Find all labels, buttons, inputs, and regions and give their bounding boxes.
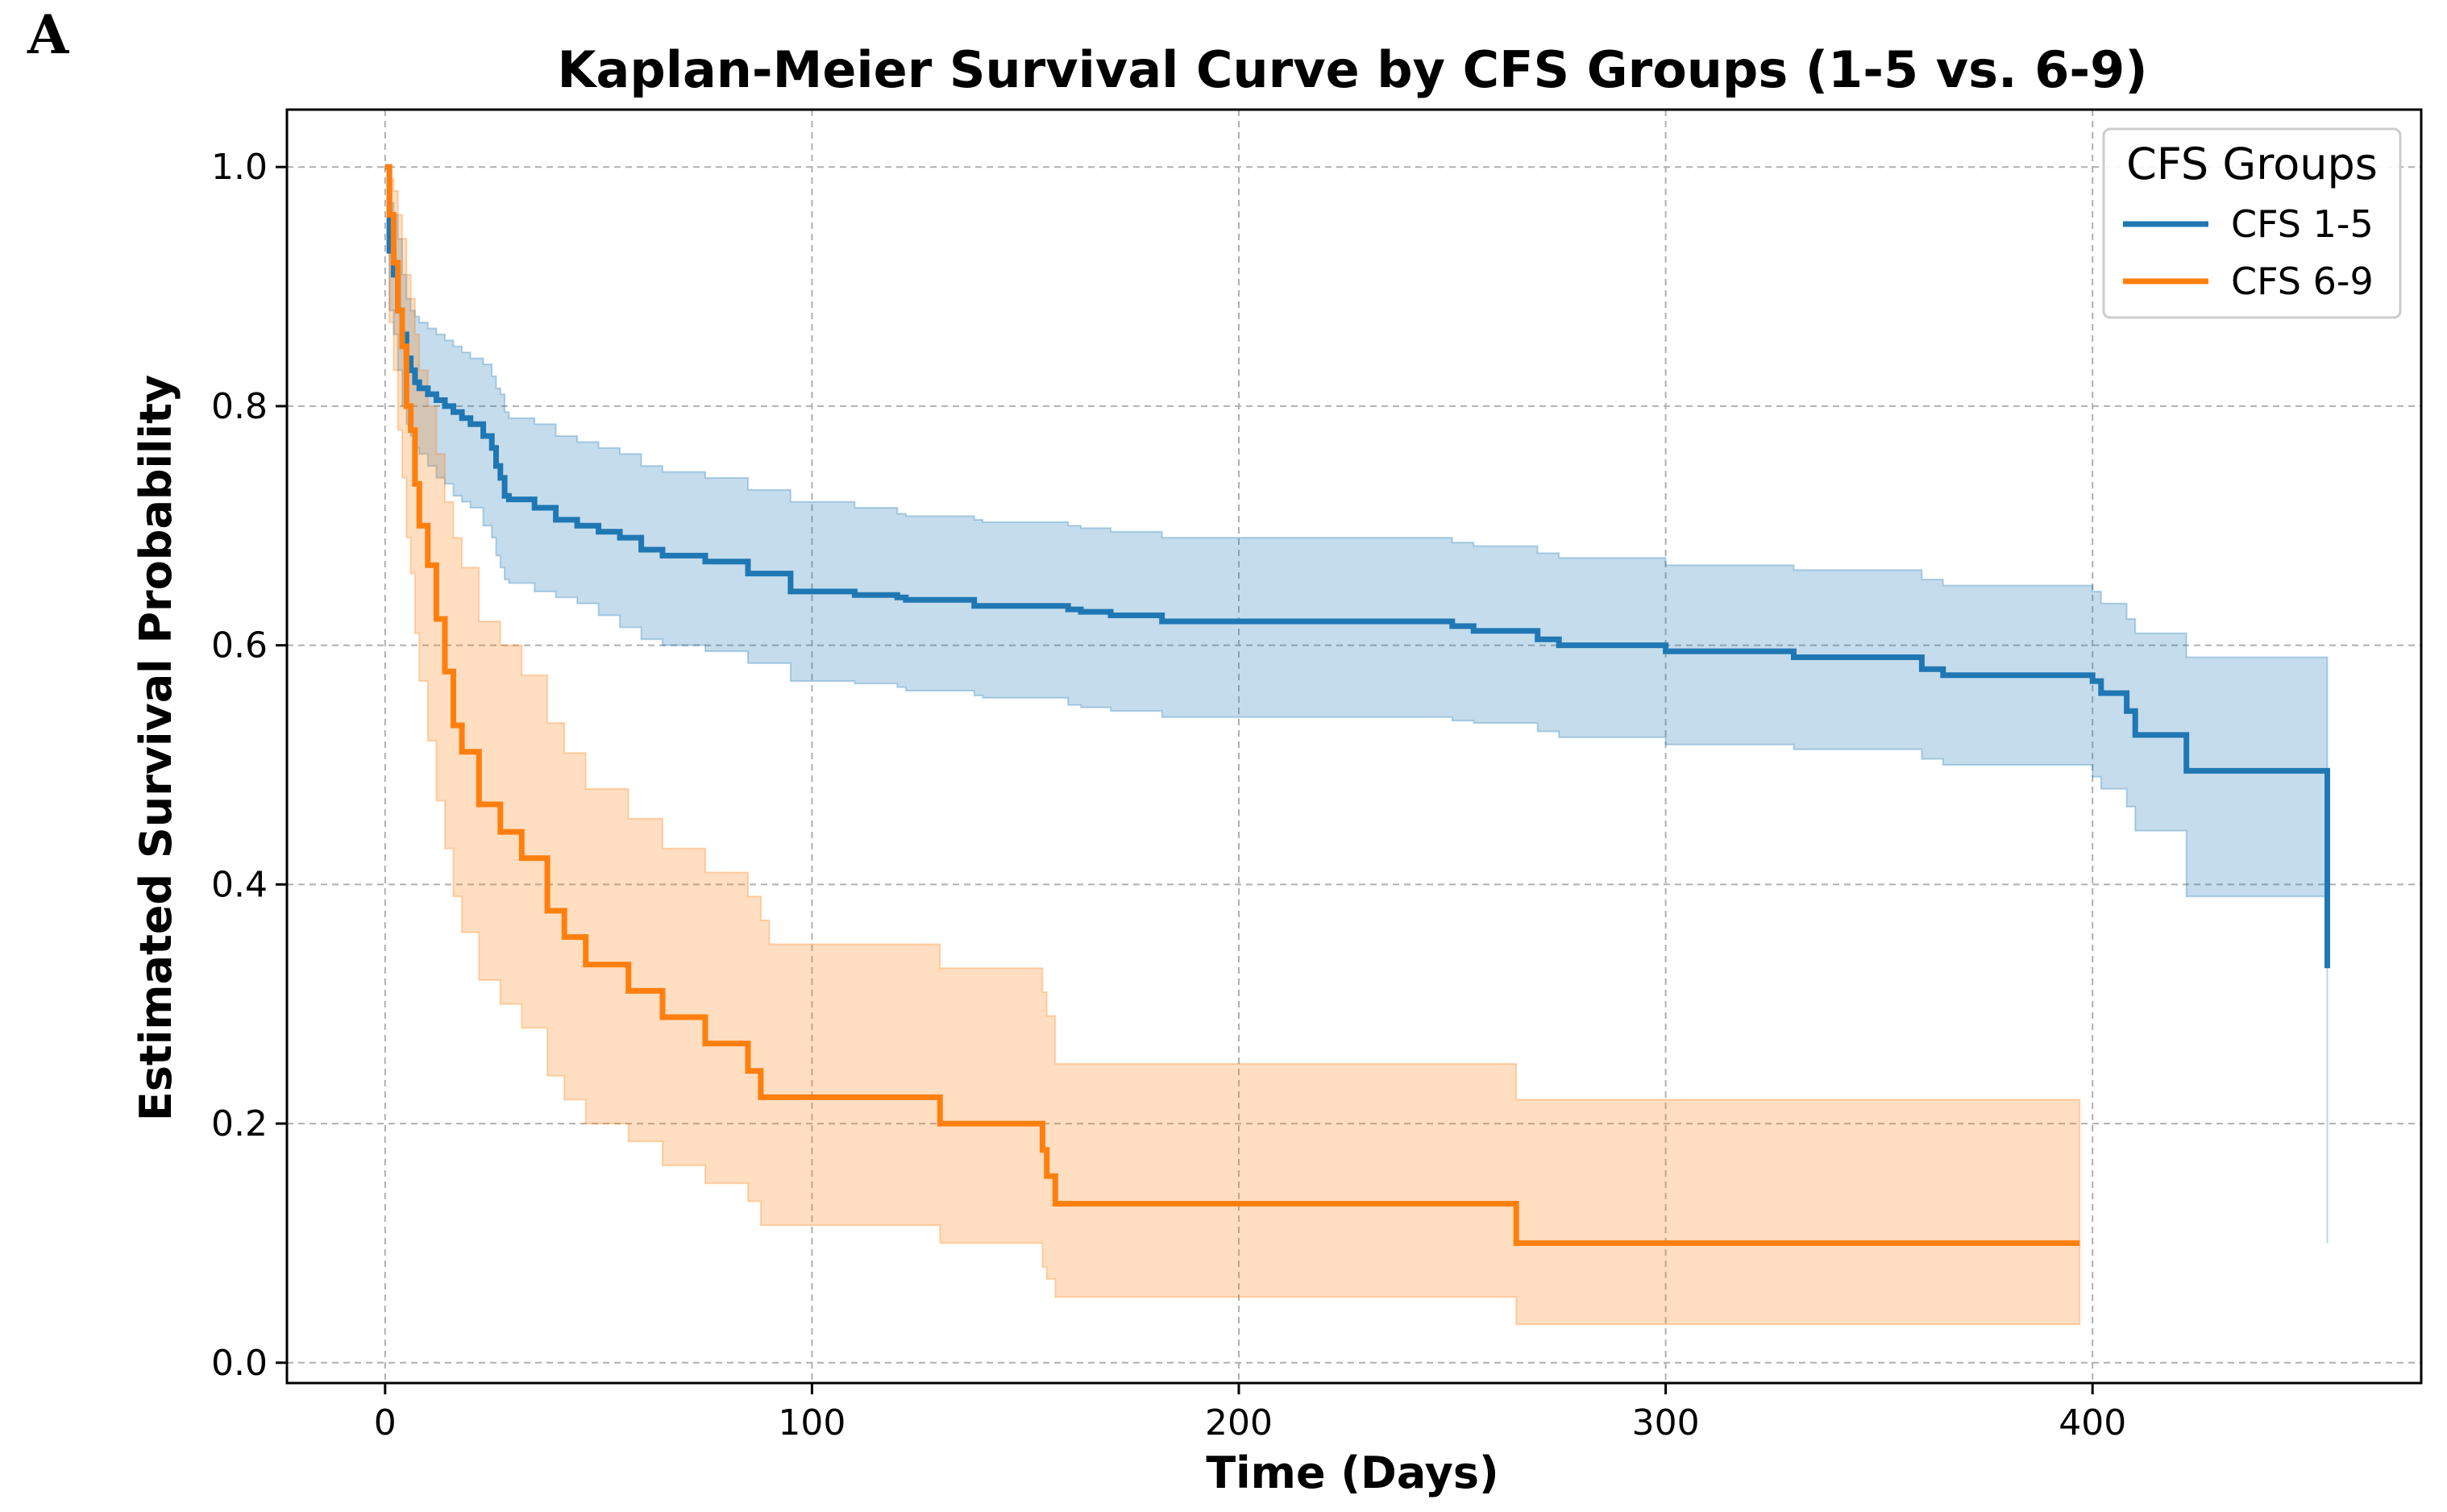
y-tick-label: 0.0	[211, 1343, 268, 1384]
y-tick-label: 1.0	[211, 147, 268, 188]
legend-title: CFS Groups	[2126, 139, 2378, 189]
y-tick-label: 0.6	[211, 625, 268, 667]
legend-label-cfs-6-9: CFS 6-9	[2231, 260, 2374, 303]
legend-box	[2102, 127, 2402, 319]
x-tick-label: 100	[778, 1402, 845, 1443]
y-tick-label: 0.2	[211, 1103, 268, 1144]
ci-band-cfs-1-5	[384, 166, 2329, 1244]
survival-line-cfs-1-5	[384, 164, 2330, 969]
x-tick-label: 300	[1632, 1402, 1700, 1443]
survival-curves	[384, 164, 2330, 1246]
axis-ticks: 0 100 200 300 400 0.0 0.2 0.4 0.6 0.8 1.0	[211, 147, 2126, 1443]
x-tick-label: 200	[1205, 1402, 1273, 1443]
x-tick-label: 0	[374, 1402, 397, 1443]
chart-title: Kaplan-Meier Survival Curve by CFS Group…	[557, 40, 2147, 99]
grid	[287, 110, 2421, 1383]
y-tick-label: 0.8	[211, 386, 268, 427]
survival-line-cfs-6-9	[384, 164, 2080, 1246]
y-tick-label: 0.4	[211, 864, 268, 905]
x-axis-label: Time (Days)	[1206, 1448, 1498, 1498]
ci-band-cfs-6-9	[384, 166, 2081, 1326]
legend: CFS Groups CFS 1-5 CFS 6-9	[2102, 127, 2402, 319]
panel-label: A	[27, 3, 69, 66]
confidence-bands	[384, 166, 2329, 1326]
y-axis-label: Estimated Survival Probability	[131, 375, 181, 1121]
plot-area-frame	[285, 108, 2423, 1385]
x-tick-label: 400	[2059, 1402, 2126, 1443]
legend-label-cfs-1-5: CFS 1-5	[2231, 202, 2374, 246]
